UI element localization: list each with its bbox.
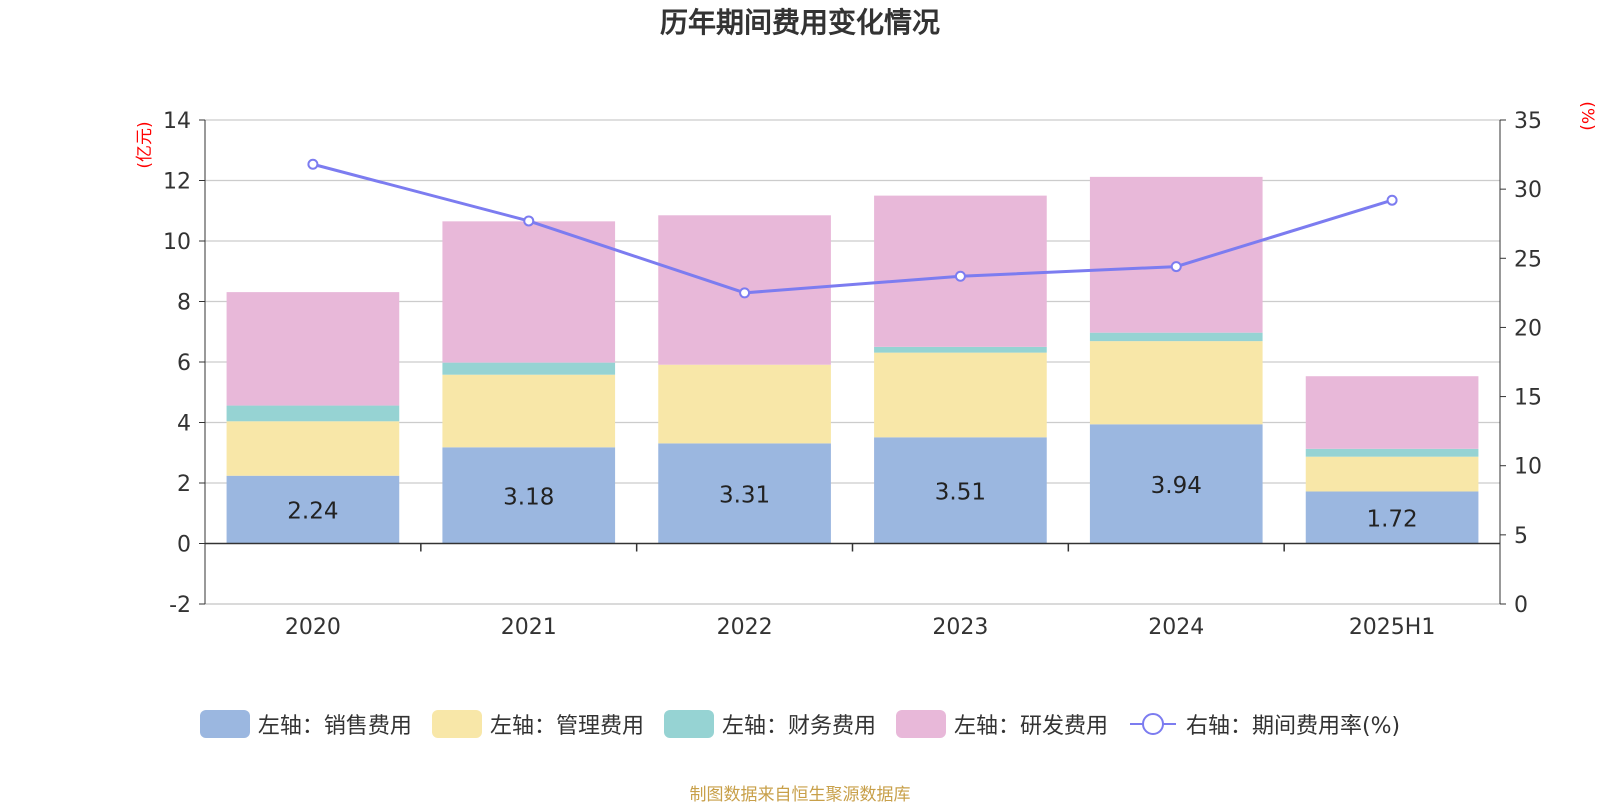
legend-item[interactable]: 右轴：期间费用率(%) [1128, 708, 1400, 740]
data-label-sales: 3.51 [935, 479, 986, 505]
right-axis-tick-label: 25 [1514, 247, 1542, 272]
data-label-sales: 3.94 [1151, 473, 1202, 499]
left-axis-tick-label: 10 [163, 230, 191, 255]
source-note: 制图数据来自恒生聚源数据库 [689, 785, 911, 805]
legend: 左轴：销售费用 左轴：管理费用 左轴：财务费用 左轴：研发费用 右轴：期间费用率(%) [0, 708, 1600, 740]
rate-line [312, 162, 1393, 295]
left-axis-tick-label: 6 [177, 351, 191, 376]
rate-point [307, 158, 319, 170]
bar-finance [1305, 448, 1479, 457]
left-axis-tick-label: 12 [163, 170, 191, 195]
legend-swatch [663, 710, 714, 738]
axis-layer: -2 0 2 4 6 8 10 12 14 0 5 10 15 20 25 30 35 [163, 109, 1542, 618]
rate-point [523, 215, 535, 227]
left-axis-tick-label: 4 [177, 412, 191, 437]
bar-sales [1089, 424, 1263, 544]
legend-line-marker [1129, 713, 1176, 735]
chart-title: 历年期间费用变化情况 [660, 6, 940, 39]
bar-sales [1305, 491, 1479, 544]
bar-sales [658, 443, 831, 544]
left-axis-tick-label: 14 [163, 109, 191, 134]
data-label-sales: 3.18 [503, 484, 554, 510]
legend-item[interactable]: 左轴：管理费用 [431, 708, 644, 740]
right-axis-unit: (%) [1577, 101, 1597, 130]
right-axis-tick-label: 35 [1514, 109, 1542, 134]
label-layer: 2020 2.24 2021 3.18 2022 3.31 2023 3.51 2024 3.94… [285, 473, 1435, 640]
bar-finance [874, 346, 1047, 353]
left-axis-tick-label: -2 [169, 593, 191, 618]
bar-rd [1089, 176, 1263, 333]
x-axis-tick-label: 2021 [501, 615, 557, 640]
bar-rd [442, 221, 616, 363]
right-axis-tick-label: 0 [1514, 593, 1528, 618]
bar-finance [1089, 332, 1263, 342]
x-axis-tick-label: 2022 [717, 615, 773, 640]
x-axis-tick-label: 2023 [932, 615, 988, 640]
rate-point [739, 287, 751, 299]
legend-label: 左轴：财务费用 [721, 714, 876, 739]
data-label-sales: 3.31 [719, 482, 770, 508]
bar-finance [442, 362, 616, 375]
right-axis-tick-label: 10 [1514, 455, 1542, 480]
legend-label: 右轴：期间费用率(%) [1185, 714, 1401, 739]
bar-admin [226, 421, 400, 476]
x-axis-tick-label: 2020 [285, 615, 341, 640]
left-axis-tick-label: 8 [177, 291, 191, 316]
bar-rd [1305, 376, 1479, 449]
bar-rd [226, 292, 400, 406]
bar-sales [874, 437, 1047, 544]
legend-label: 左轴：销售费用 [257, 714, 412, 739]
left-axis-tick-label: 0 [177, 533, 191, 558]
line-layer [307, 158, 1398, 299]
legend-item[interactable]: 左轴：财务费用 [663, 708, 876, 740]
right-axis-tick-label: 30 [1514, 178, 1542, 203]
bar-finance [226, 405, 400, 422]
bar-admin [442, 374, 616, 448]
rate-point [1386, 194, 1398, 206]
legend-swatch [199, 710, 250, 738]
x-axis-tick-label: 2024 [1148, 615, 1204, 640]
bar-sales [226, 475, 400, 544]
legend-label: 左轴：管理费用 [489, 714, 644, 739]
bar-admin [874, 352, 1047, 438]
x-axis-tick-label: 2025H1 [1349, 615, 1436, 640]
bar-admin [1089, 341, 1263, 425]
bar-admin [1305, 456, 1479, 492]
rate-point [954, 270, 966, 282]
rate-point [1170, 261, 1182, 273]
right-axis-tick-label: 15 [1514, 386, 1542, 411]
right-axis-tick-label: 20 [1514, 316, 1542, 341]
left-axis-unit: (亿元) [135, 121, 155, 168]
bar-sales [442, 447, 616, 544]
left-axis-tick-label: 2 [177, 472, 191, 497]
legend-item[interactable]: 左轴：研发费用 [895, 708, 1108, 740]
legend-label: 左轴：研发费用 [953, 714, 1108, 739]
data-label-sales: 1.72 [1366, 506, 1417, 532]
right-axis-tick-label: 5 [1514, 524, 1528, 549]
legend-item[interactable]: 左轴：销售费用 [199, 708, 412, 740]
legend-swatch [431, 710, 482, 738]
grid-layer [205, 119, 1500, 605]
legend-swatch [895, 710, 946, 738]
bar-admin [658, 364, 831, 444]
data-label-sales: 2.24 [287, 499, 338, 525]
